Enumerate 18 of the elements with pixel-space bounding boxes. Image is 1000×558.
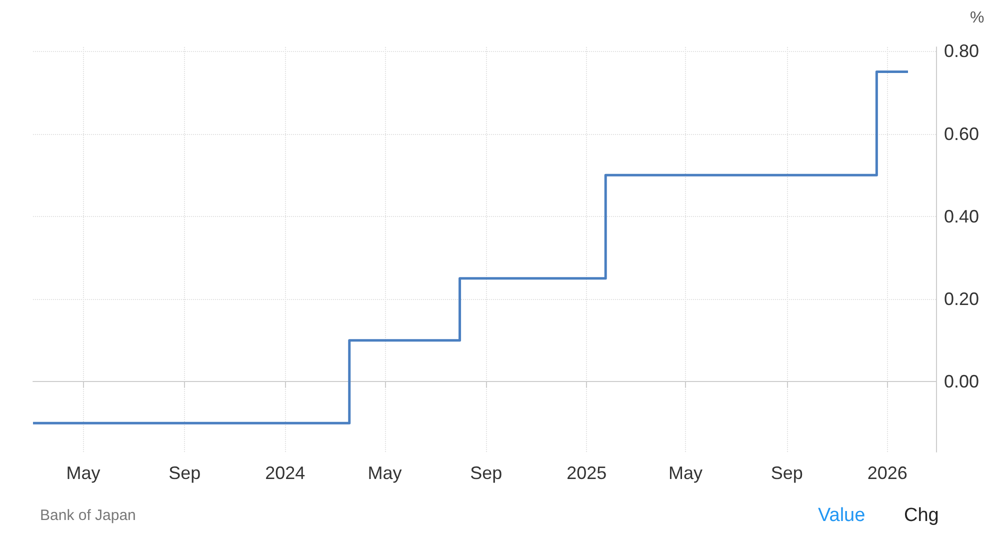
y-axis-title: %: [970, 10, 984, 26]
y-tick-label: 0.80: [944, 41, 980, 62]
x-tick-label: Sep: [470, 463, 502, 483]
x-tick-label: Sep: [168, 463, 201, 483]
y-tick-label: 0.40: [944, 206, 980, 226]
x-tick-label: Sep: [770, 463, 803, 483]
x-tick-label: 2025: [566, 463, 607, 483]
x-tick-label: May: [368, 463, 402, 483]
text: Bank of Japan: [40, 507, 136, 524]
text: Chg: [904, 505, 939, 526]
y-tick-label: 0.60: [944, 124, 980, 144]
x-tick-label: 2024: [265, 463, 306, 483]
x-tick-label: 2026: [867, 463, 908, 483]
x-tick-label: May: [66, 463, 100, 483]
text: Value: [818, 505, 866, 526]
y-tick-label: 0.20: [944, 289, 980, 310]
x-tick-label: May: [668, 463, 703, 483]
y-tick-label: 0.00: [944, 372, 980, 392]
